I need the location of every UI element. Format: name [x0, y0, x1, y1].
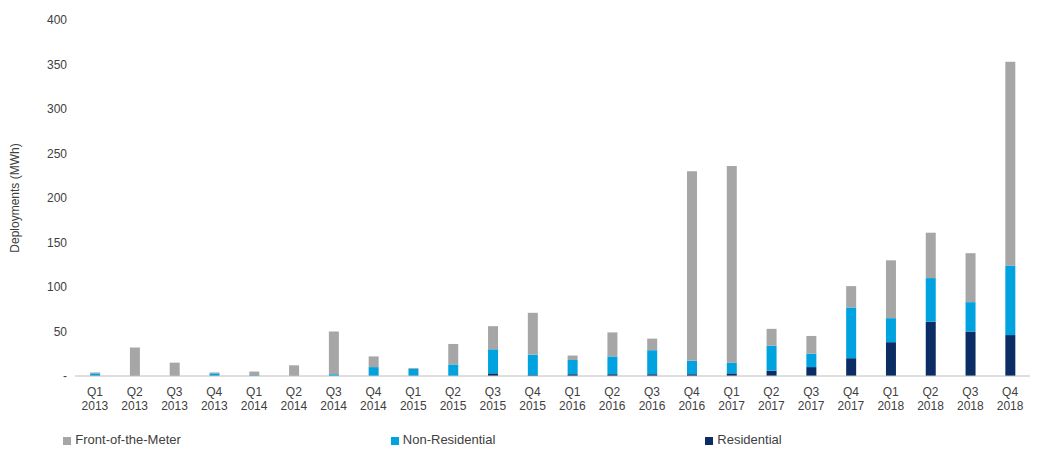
svg-text:350: 350: [47, 58, 67, 72]
svg-text:200: 200: [47, 191, 67, 205]
svg-text:Q42014: Q42014: [360, 385, 387, 413]
svg-text:Q32016: Q32016: [639, 385, 666, 413]
svg-text:Q32013: Q32013: [161, 385, 188, 413]
html-text:Front-of-the-Meter: Front-of-the-Meter: [75, 432, 181, 447]
svg-text:Deployments (MWh): Deployments (MWh): [8, 143, 22, 252]
svg-text:Q12016: Q12016: [559, 385, 586, 413]
html-text:Residential: Residential: [717, 432, 782, 447]
svg-text:Q42018: Q42018: [997, 385, 1024, 413]
svg-text:Q22018: Q22018: [917, 385, 944, 413]
svg-text:Q32017: Q32017: [798, 385, 825, 413]
svg-text:Q12014: Q12014: [241, 385, 268, 413]
svg-text:Q42017: Q42017: [838, 385, 865, 413]
svg-text:150: 150: [47, 236, 67, 250]
svg-text:300: 300: [47, 102, 67, 116]
svg-text:Q12013: Q12013: [82, 385, 109, 413]
svg-text:Q22015: Q22015: [440, 385, 467, 413]
svg-text:400: 400: [47, 13, 67, 27]
html-text:Non-Residential: Non-Residential: [402, 432, 496, 447]
svg-text:Q12015: Q12015: [400, 385, 427, 413]
svg-text:Q32014: Q32014: [320, 385, 347, 413]
svg-text:Q12018: Q12018: [877, 385, 904, 413]
svg-text:Q42013: Q42013: [201, 385, 228, 413]
svg-text:Q42016: Q42016: [678, 385, 705, 413]
svg-text:Q22016: Q22016: [599, 385, 626, 413]
svg-text:Q32015: Q32015: [479, 385, 506, 413]
svg-text:Q32018: Q32018: [957, 385, 984, 413]
svg-text:Q22013: Q22013: [121, 385, 148, 413]
svg-text:100: 100: [47, 280, 67, 294]
svg-text:-: -: [63, 369, 67, 383]
svg-text:Q22014: Q22014: [281, 385, 308, 413]
svg-text:250: 250: [47, 147, 67, 161]
svg-text:Q42015: Q42015: [519, 385, 546, 413]
svg-text:Q12017: Q12017: [718, 385, 745, 413]
svg-text:Q22017: Q22017: [758, 385, 785, 413]
svg-text:50: 50: [54, 325, 68, 339]
